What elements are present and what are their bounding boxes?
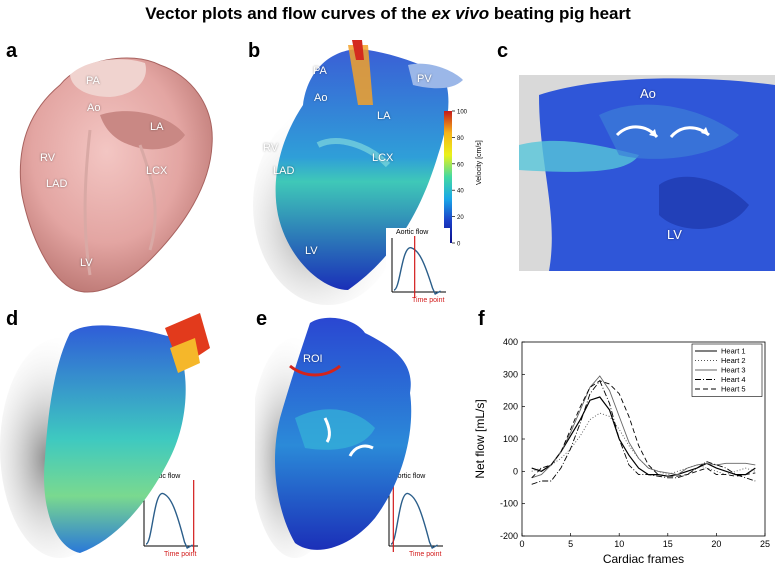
x-tick-label: 15 — [663, 539, 673, 549]
colorbar-tick-label: 40 — [457, 189, 464, 195]
series-line-heart-1 — [531, 396, 756, 477]
inset-flow-curve — [390, 492, 438, 549]
b-label-lcx: LCX — [372, 152, 394, 164]
inset-label-b: Aortic flow — [396, 229, 429, 236]
panel-label-b: b — [248, 40, 261, 62]
title-italic: ex vivo — [431, 4, 490, 23]
vector-plot-e-illustration — [250, 317, 412, 558]
series-line-heart-3 — [531, 375, 756, 479]
y-tick-label: 100 — [503, 434, 518, 444]
inset-flow-curve — [145, 492, 193, 549]
colorbar-tick-label: 20 — [457, 215, 464, 221]
panel-label-f: f — [478, 308, 485, 330]
inset-label-d: Aortic flow — [148, 473, 181, 480]
y-axis-label: Net flow [mL/s] — [473, 399, 487, 478]
vector-plot-b-illustration — [253, 40, 463, 305]
c-label-lv: LV — [667, 227, 682, 242]
y-tick-label: -100 — [500, 499, 518, 509]
panel-c-zoom-vector-plot — [519, 75, 775, 271]
inset-label-e: Aortic flow — [393, 473, 426, 480]
panel-d-vector-plot — [0, 308, 230, 568]
c-label-ao: Ao — [640, 86, 656, 101]
colorbar-tick-label: 80 — [457, 136, 464, 142]
e-label-roi: ROI — [303, 353, 323, 365]
panel-b-vector-plot — [248, 35, 498, 305]
series-line-heart-5 — [531, 380, 756, 479]
series-line-heart-4 — [531, 379, 756, 485]
colorbar-title: Velocity [cm/s] — [476, 140, 483, 185]
x-tick-label: 5 — [568, 539, 573, 549]
inset-timepoint-e: Time point — [409, 551, 442, 558]
velocity-colorbar: 100 80 60 40 20 0 — [440, 105, 480, 255]
b-label-pa: PA — [313, 65, 327, 77]
a-label-rv: RV — [40, 152, 56, 164]
colorbar-tick-label: 60 — [457, 162, 464, 168]
y-tick-label: 0 — [513, 466, 518, 476]
colorbar-tick-label: 0 — [457, 242, 461, 248]
x-tick-label: 10 — [614, 539, 624, 549]
legend-entry: Heart 1 — [721, 347, 746, 356]
inset-aortic-flow-b: Aortic flow Time point — [386, 228, 450, 304]
legend-entry: Heart 4 — [721, 375, 746, 384]
inset-timepoint-d: Time point — [164, 551, 197, 558]
colorbar-graphic: 100 80 60 40 20 0 — [444, 110, 468, 248]
net-flow-chart: 0 5 10 15 20 25 -200 -100 0 100 200 300 400 Cardiac f… — [473, 337, 770, 566]
legend-entry: Heart 5 — [721, 385, 746, 394]
a-label-lad: LAD — [46, 178, 68, 190]
y-tick-label: -200 — [500, 531, 518, 541]
panel-f-net-flow-chart: 0 5 10 15 20 25 -200 -100 0 100 200 300 400 Cardiac f… — [470, 330, 770, 568]
y-tick-label: 300 — [503, 369, 518, 379]
inset-flow-curve — [393, 247, 441, 295]
title-prefix: Vector plots and flow curves of the — [145, 4, 432, 23]
b-label-lad: LAD — [273, 165, 295, 177]
panel-e-vector-plot — [250, 308, 470, 568]
colorbar-ramp — [444, 111, 452, 243]
panel-label-c: c — [497, 40, 509, 62]
x-tick-label: 0 — [519, 539, 524, 549]
legend-entry: Heart 3 — [721, 366, 746, 375]
a-label-la: LA — [150, 121, 164, 133]
x-tick-label: 20 — [711, 539, 721, 549]
heart-photo-illustration — [19, 57, 213, 293]
figure-title: Vector plots and flow curves of the ex v… — [0, 4, 776, 24]
colorbar-title-anchor: Velocity [cm/s] — [476, 140, 486, 195]
a-label-ao: Ao — [87, 102, 101, 114]
x-axis-label: Cardiac frames — [603, 552, 684, 566]
x-tick-label: 25 — [760, 539, 770, 549]
panel-label-e: e — [256, 308, 268, 330]
a-label-lv: LV — [80, 257, 93, 269]
a-label-lcx: LCX — [146, 165, 168, 177]
b-label-ao: Ao — [314, 92, 328, 104]
panel-label-a: a — [6, 40, 18, 62]
colorbar-tick-label: 100 — [457, 110, 468, 116]
inset-curve-b — [391, 236, 446, 298]
inset-timepoint-b: Time point — [412, 297, 445, 304]
b-label-lv: LV — [305, 245, 318, 257]
vector-plot-c-illustration — [519, 75, 775, 271]
y-tick-label: 400 — [503, 337, 518, 347]
y-tick-label: 200 — [503, 402, 518, 412]
b-label-la: LA — [377, 110, 391, 122]
panel-label-d: d — [6, 308, 19, 330]
panel-a-heart-photo — [0, 35, 240, 305]
a-label-pa: PA — [86, 75, 100, 87]
title-suffix: beating pig heart — [489, 4, 631, 23]
vector-plot-d-illustration — [0, 313, 210, 558]
legend-entry: Heart 2 — [721, 356, 746, 365]
b-label-rv: RV — [263, 142, 279, 154]
b-label-pv: PV — [417, 73, 432, 85]
